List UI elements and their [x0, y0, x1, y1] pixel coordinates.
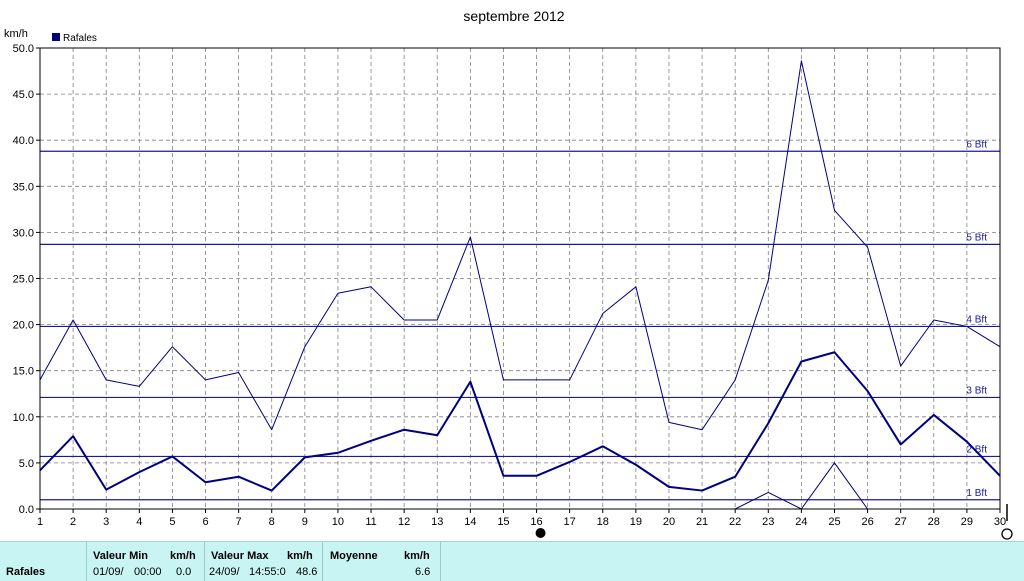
x-tick-label: 28 [928, 516, 940, 528]
threshold-label: 1 Bft [966, 488, 987, 499]
footer-row-label: Rafales [6, 566, 46, 578]
footer-row-cell: Rafales [0, 542, 87, 581]
x-tick-label: 25 [828, 516, 840, 528]
full-moon-icon [535, 528, 546, 538]
min-unit: km/h [170, 550, 196, 562]
x-tick-label: 15 [497, 516, 509, 528]
min-time: 00:00 [134, 566, 162, 578]
max-unit: km/h [287, 550, 313, 562]
series-line-max [39, 60, 1001, 431]
x-tick-label: 26 [861, 516, 873, 528]
y-tick-label: 10.0 [13, 412, 34, 424]
x-tick-label: 7 [236, 516, 242, 528]
x-tick-label: 14 [464, 516, 476, 528]
x-tick-label: 13 [431, 516, 443, 528]
x-tick-label: 5 [169, 516, 175, 528]
footer-avg-cell: Moyenne km/h 6.6 [322, 542, 441, 581]
series-min [734, 462, 868, 510]
x-tick-label: 29 [961, 516, 973, 528]
threshold-label: 5 Bft [966, 232, 987, 243]
x-tick-label: 18 [597, 516, 609, 528]
max-date: 24/09/ [209, 566, 240, 578]
y-tick-label: 50.0 [13, 43, 34, 55]
new-moon-icon [1001, 528, 1013, 540]
x-tick-label: 2 [70, 516, 76, 528]
x-tick-label: 6 [202, 516, 208, 528]
x-tick-label: 20 [663, 516, 675, 528]
x-tick-label: 27 [895, 516, 907, 528]
legend-label: Rafales [63, 33, 97, 44]
x-tick-label: 3 [103, 516, 109, 528]
max-time: 14:55:0 [249, 566, 286, 578]
threshold-label: 4 Bft [966, 314, 987, 325]
x-tick-label: 24 [795, 516, 807, 528]
series-average [39, 351, 1001, 492]
avg-value: 6.6 [415, 566, 431, 578]
y-axis-label: km/h [4, 28, 28, 40]
plot-frame [39, 47, 1001, 510]
series-line-average [39, 351, 1001, 492]
legend-swatch [52, 33, 60, 41]
x-tick-label: 19 [630, 516, 642, 528]
y-tick-label: 40.0 [13, 135, 34, 147]
series-max [39, 60, 1001, 431]
threshold-label: 3 Bft [966, 385, 987, 396]
x-tick-label: 23 [762, 516, 774, 528]
x-tick-label: 21 [696, 516, 708, 528]
y-tick-label: 25.0 [13, 274, 34, 286]
x-tick-label: 16 [530, 516, 542, 528]
min-date: 01/09/ [93, 566, 124, 578]
x-tick-label: 8 [269, 516, 275, 528]
x-tick-label: 10 [332, 516, 344, 528]
y-tick-label: 0.0 [19, 504, 34, 516]
threshold-label: 6 Bft [966, 139, 987, 150]
y-tick-label: 35.0 [13, 181, 34, 193]
stats-footer: Rafales Valeur Min km/h 01/09/ 00:00 0.0… [0, 541, 1024, 581]
threshold-label: 2 Bft [966, 444, 987, 455]
max-value: 48.6 [296, 566, 318, 578]
y-tick-label: 5.0 [19, 458, 34, 470]
x-tick-label: 4 [136, 516, 142, 528]
x-tick-label: 30 [994, 516, 1006, 528]
y-tick-label: 15.0 [13, 366, 34, 378]
y-tick-label: 45.0 [13, 89, 34, 101]
x-tick-label: 17 [564, 516, 576, 528]
chart-title: septembre 2012 [463, 8, 564, 24]
x-tick-label: 11 [365, 516, 376, 528]
footer-max-cell: Valeur Max km/h 24/09/ 14:55:0 48.6 [204, 542, 323, 581]
y-tick-label: 30.0 [13, 227, 34, 239]
footer-min-cell: Valeur Min km/h 01/09/ 00:00 0.0 [86, 542, 205, 581]
avg-header: Moyenne [330, 550, 378, 562]
chart: septembre 2012 km/h Rafales 1 Bft 2 Bft 3 … [4, 8, 1013, 540]
x-tick-label: 9 [302, 516, 308, 528]
min-value: 0.0 [176, 566, 192, 578]
max-header: Valeur Max [211, 550, 269, 562]
avg-unit: km/h [404, 550, 430, 562]
x-tick-label: 12 [398, 516, 410, 528]
min-header: Valeur Min [93, 550, 149, 562]
x-tick-label: 1 [37, 516, 43, 528]
x-tick-label: 22 [729, 516, 741, 528]
y-tick-label: 20.0 [13, 320, 34, 332]
